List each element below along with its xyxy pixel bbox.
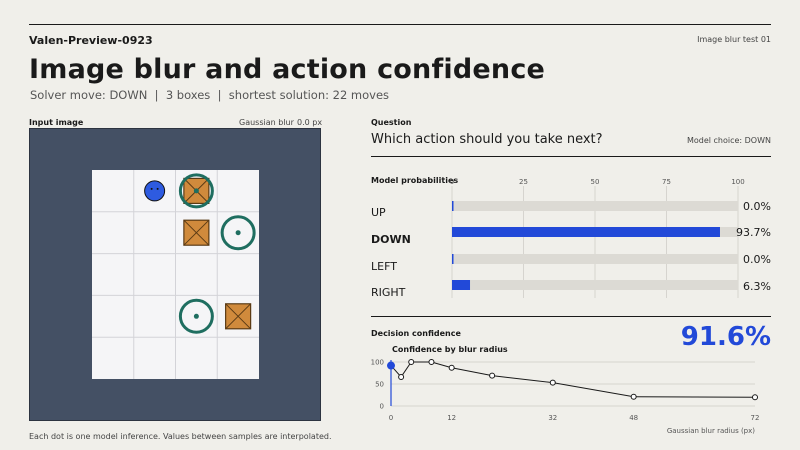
question-label: Question <box>371 118 412 127</box>
page-subtitle: Solver move: DOWN | 3 boxes | shortest s… <box>30 88 390 102</box>
blur-value: 0.0 px <box>297 118 323 127</box>
confidence-point <box>489 372 496 379</box>
target-ring <box>178 298 214 334</box>
prob-tick-label: 75 <box>662 178 671 186</box>
confidence-line-chart: 0 50 100 0 12 32 48 72 Gaussian blur radius (px) <box>371 359 760 436</box>
prob-tick-label: 25 <box>519 178 528 186</box>
player <box>144 180 166 202</box>
input-image-label: Input image <box>29 118 84 127</box>
action-pct-down: 93.7% <box>736 226 771 239</box>
page-title: Image blur and action confidence <box>29 54 546 85</box>
probability-bar-chart: 0 25 50 75 100 <box>450 178 745 298</box>
target-ring <box>220 215 256 251</box>
decision-confidence-label: Decision confidence <box>371 329 461 338</box>
question-rule <box>371 156 771 157</box>
confidence-point <box>752 394 758 401</box>
prob-bar <box>452 254 454 264</box>
question-text: Which action should you take next? <box>371 132 603 147</box>
target-dot <box>193 188 199 194</box>
prob-bar-track <box>452 254 738 264</box>
prob-tick-label: 100 <box>731 178 744 186</box>
top-rule <box>29 24 771 25</box>
conf-y-tick-label: 0 <box>380 403 384 411</box>
player-eye <box>156 187 159 190</box>
probabilities-rule <box>371 316 771 317</box>
confidence-point <box>387 361 395 370</box>
conf-x-axis-label: Gaussian blur radius (px) <box>667 427 755 435</box>
confidence-chart-title: Confidence by blur radius <box>392 345 508 354</box>
prob-bar <box>452 201 454 211</box>
conf-x-tick-label: 72 <box>751 414 760 422</box>
action-label-right: RIGHT <box>371 286 406 299</box>
confidence-point <box>398 373 405 380</box>
decision-confidence-value: 91.6% <box>680 322 771 352</box>
conf-x-tick-label: 0 <box>389 414 393 422</box>
conf-x-tick-label: 12 <box>447 414 456 422</box>
target-dot <box>235 230 241 236</box>
test-id: Image blur test 01 <box>697 35 771 44</box>
action-label-left: LEFT <box>371 260 397 273</box>
confidence-point <box>408 359 415 365</box>
box-cross <box>183 219 210 246</box>
brand-name: Valen-Preview-0923 <box>29 34 153 47</box>
action-label-up: UP <box>371 206 386 219</box>
conf-x-tick-label: 48 <box>629 414 638 422</box>
probabilities-label: Model probabilities <box>371 176 459 185</box>
action-label-down: DOWN <box>371 233 411 246</box>
prob-bar <box>452 227 720 237</box>
box-cross <box>225 303 251 330</box>
confidence-point <box>428 359 435 365</box>
action-pct-right: 6.3% <box>743 280 771 293</box>
input-caption: Each dot is one model inference. Values … <box>29 432 332 441</box>
conf-y-tick-label: 100 <box>371 359 384 367</box>
prob-bar <box>452 280 471 290</box>
prob-tick-label: 0 <box>450 178 454 186</box>
prob-bar-track <box>452 280 738 290</box>
player-eye <box>150 187 153 190</box>
target-ring <box>178 173 214 209</box>
conf-x-tick-label: 32 <box>548 414 557 422</box>
conf-y-tick-label: 50 <box>375 381 384 389</box>
prob-bar-track <box>452 201 738 211</box>
confidence-point <box>448 364 455 371</box>
target-dot <box>193 313 199 319</box>
action-pct-up: 0.0% <box>743 200 771 213</box>
prob-tick-label: 50 <box>591 178 600 186</box>
action-pct-left: 0.0% <box>743 253 771 266</box>
confidence-line <box>390 361 756 398</box>
confidence-point <box>549 379 556 386</box>
model-choice: Model choice: DOWN <box>686 136 771 145</box>
puzzle-board <box>92 170 259 379</box>
board-svg <box>92 170 259 379</box>
blur-label: Gaussian blur <box>239 118 294 127</box>
confidence-point <box>630 393 637 400</box>
